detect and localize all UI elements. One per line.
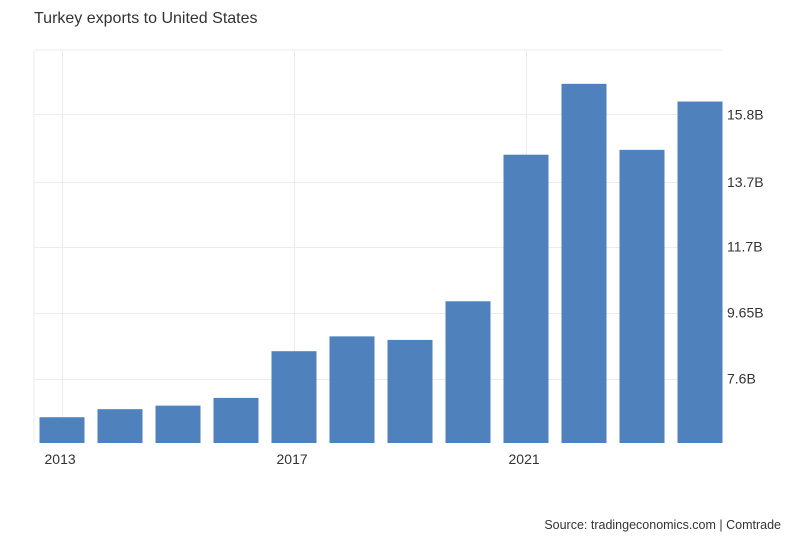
y-tick-label: 9.65B (727, 305, 764, 321)
bar-2013 (39, 417, 85, 443)
y-axis-ticks: 7.6B 9.65B 11.7B 13.7B 15.8B (727, 106, 764, 386)
bar-2022 (561, 83, 607, 444)
bar-2016 (213, 397, 259, 443)
y-tick-label: 15.8B (727, 106, 764, 122)
bar-2015 (155, 405, 201, 443)
bar-2020 (445, 301, 491, 443)
bar-2017 (271, 351, 317, 443)
bar-2024 (677, 101, 723, 443)
bar-2021 (503, 154, 549, 443)
y-tick-label: 11.7B (727, 239, 763, 255)
x-axis-ticks: 2013 2017 2021 (45, 451, 540, 467)
y-tick-label: 13.7B (727, 174, 764, 190)
x-tick-label: 2017 (277, 451, 308, 467)
bar-2023 (619, 149, 665, 443)
y-tick-label: 7.6B (727, 371, 756, 387)
source-attribution: Source: tradingeconomics.com | Comtrade (544, 518, 781, 532)
bars (39, 83, 723, 444)
chart-title: Turkey exports to United States (34, 10, 258, 27)
bar-2019 (387, 339, 433, 443)
x-tick-label: 2013 (45, 451, 76, 467)
x-tick-label: 2021 (509, 451, 540, 467)
bar-2014 (97, 409, 143, 443)
bar-2018 (329, 336, 375, 443)
grid-lines (33, 49, 722, 443)
